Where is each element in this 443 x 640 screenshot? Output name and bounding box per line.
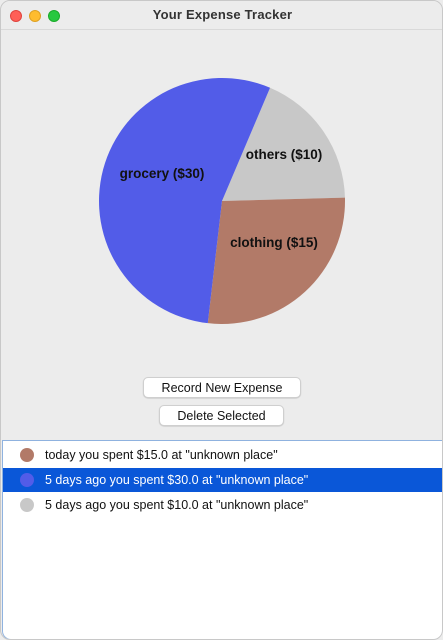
expense-list[interactable]: today you spent $15.0 at "unknown place"… <box>2 440 442 639</box>
record-new-expense-button[interactable]: Record New Expense <box>143 377 301 398</box>
list-item-text: 5 days ago you spent $10.0 at "unknown p… <box>45 498 309 512</box>
pie-label-others: others ($10) <box>246 147 323 162</box>
pie-chart-svg: grocery ($30) others ($10) clothing ($15) <box>99 78 346 325</box>
zoom-window-button[interactable] <box>48 10 60 22</box>
category-color-swatch <box>20 448 34 462</box>
pie-label-clothing: clothing ($15) <box>230 235 318 250</box>
window-title: Your Expense Tracker <box>152 7 293 22</box>
expense-pie-chart: grocery ($30) others ($10) clothing ($15) <box>1 30 442 370</box>
category-color-swatch <box>20 498 34 512</box>
delete-selected-button[interactable]: Delete Selected <box>159 405 284 426</box>
pie-slice-grocery <box>99 78 271 324</box>
list-item[interactable]: today you spent $15.0 at "unknown place" <box>3 443 442 467</box>
pie-label-grocery: grocery ($30) <box>120 166 205 181</box>
close-window-button[interactable] <box>10 10 22 22</box>
list-item-text: today you spent $15.0 at "unknown place" <box>45 448 278 462</box>
list-item[interactable]: 5 days ago you spent $10.0 at "unknown p… <box>3 493 442 517</box>
minimize-window-button[interactable] <box>29 10 41 22</box>
list-item-text: 5 days ago you spent $30.0 at "unknown p… <box>45 473 309 487</box>
list-item[interactable]: 5 days ago you spent $30.0 at "unknown p… <box>3 468 442 492</box>
pie-slice-others <box>222 87 345 201</box>
pie-slice-clothing <box>207 197 346 325</box>
title-bar: Your Expense Tracker <box>1 1 442 30</box>
category-color-swatch <box>20 473 34 487</box>
